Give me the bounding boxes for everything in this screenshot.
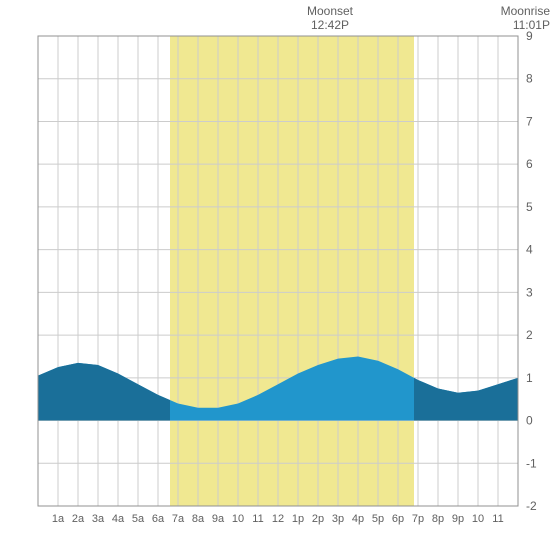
moonset-label: Moonset 12:42P — [300, 4, 360, 33]
svg-text:4p: 4p — [352, 513, 364, 525]
svg-text:8p: 8p — [432, 513, 444, 525]
svg-text:2: 2 — [526, 328, 533, 342]
svg-text:5a: 5a — [132, 513, 145, 525]
svg-text:8: 8 — [526, 72, 533, 86]
svg-text:7p: 7p — [412, 513, 424, 525]
svg-text:10: 10 — [232, 513, 244, 525]
svg-text:4a: 4a — [112, 513, 125, 525]
svg-text:5p: 5p — [372, 513, 384, 525]
svg-text:11: 11 — [492, 513, 503, 525]
svg-text:7: 7 — [526, 114, 533, 128]
svg-text:10: 10 — [472, 513, 484, 525]
moonset-time: 12:42P — [300, 18, 360, 32]
svg-text:7a: 7a — [172, 513, 185, 525]
svg-text:6: 6 — [526, 157, 533, 171]
svg-text:1: 1 — [526, 371, 533, 385]
svg-text:1a: 1a — [52, 513, 65, 525]
svg-text:2a: 2a — [72, 513, 85, 525]
moonrise-label: Moonrise 11:01P — [492, 4, 550, 33]
svg-text:9p: 9p — [452, 513, 464, 525]
svg-text:-1: -1 — [526, 456, 537, 470]
moonrise-time: 11:01P — [492, 18, 550, 32]
svg-text:12: 12 — [272, 513, 284, 525]
chart-svg: -2-101234567891a2a3a4a5a6a7a8a9a1011121p… — [0, 0, 550, 550]
svg-text:5: 5 — [526, 200, 533, 214]
svg-text:1p: 1p — [292, 513, 304, 525]
moonset-title: Moonset — [300, 4, 360, 18]
svg-text:2p: 2p — [312, 513, 324, 525]
svg-text:6a: 6a — [152, 513, 165, 525]
svg-text:-2: -2 — [526, 499, 537, 513]
svg-text:3a: 3a — [92, 513, 105, 525]
svg-text:3p: 3p — [332, 513, 344, 525]
svg-text:0: 0 — [526, 414, 533, 428]
svg-text:6p: 6p — [392, 513, 404, 525]
svg-text:11: 11 — [252, 513, 263, 525]
svg-text:8a: 8a — [192, 513, 205, 525]
svg-text:4: 4 — [526, 243, 533, 257]
moonrise-title: Moonrise — [492, 4, 550, 18]
tide-chart: Moonset 12:42P Moonrise 11:01P -2-101234… — [0, 0, 550, 550]
svg-text:3: 3 — [526, 285, 533, 299]
svg-text:9a: 9a — [212, 513, 225, 525]
